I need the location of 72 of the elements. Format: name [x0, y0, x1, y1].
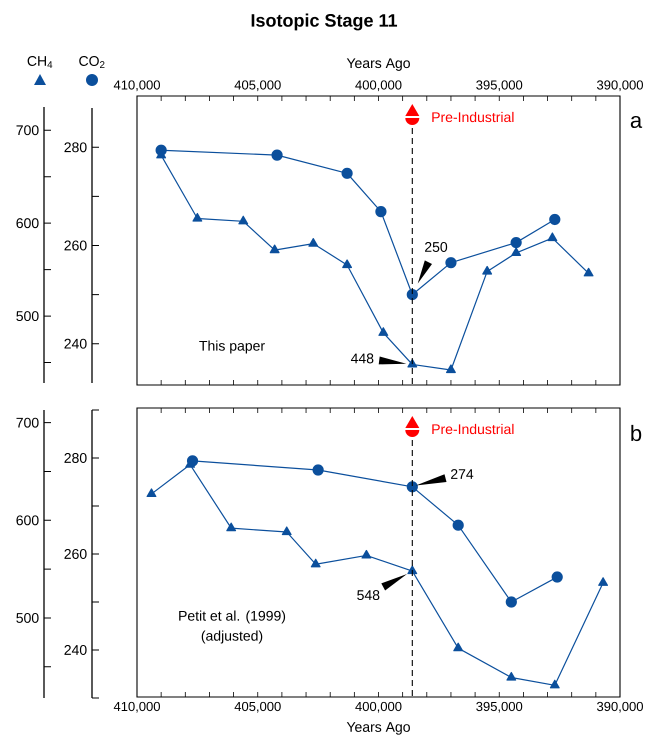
point [510, 236, 522, 248]
y2-tick-label: 240 [64, 645, 87, 655]
x-axis-title: Years Ago [346, 58, 410, 71]
point [453, 642, 464, 652]
point [506, 672, 516, 681]
point [446, 364, 456, 374]
x-tick-label: 395,000 [476, 702, 522, 713]
point [156, 144, 167, 156]
y2-tick-label: 260 [64, 549, 87, 559]
x-tick-label: 410,000 [114, 702, 160, 713]
point [550, 680, 560, 688]
point [192, 212, 202, 222]
x-tick-label: 390,000 [597, 702, 643, 713]
y-tick-label: 600 [16, 515, 39, 526]
point [598, 577, 608, 586]
point [146, 488, 156, 498]
point [361, 550, 372, 559]
x-tick-label: 405,000 [234, 80, 281, 92]
text: a [630, 116, 642, 128]
x-tick-label: 400,000 [355, 702, 402, 713]
point [270, 244, 280, 254]
y2-tick-label: 280 [64, 142, 87, 152]
point [552, 571, 563, 583]
y-axis-title: CH$_{4}$ [28, 56, 52, 68]
ref-line-label: Pre-Industrial [432, 112, 514, 122]
x-tick-label: 410,000 [114, 80, 160, 92]
annotation: 250 [425, 242, 448, 252]
annotation: 548 [357, 590, 380, 600]
y-tick-label: 500 [16, 311, 39, 322]
point [186, 455, 198, 466]
point [342, 168, 353, 179]
point [445, 257, 457, 268]
point [271, 150, 283, 161]
point [452, 520, 464, 531]
point [547, 232, 558, 242]
x-tick-label: 390,000 [597, 80, 643, 92]
point [378, 327, 388, 336]
ref-line-label: Pre-Industrial [432, 424, 514, 434]
point [308, 238, 318, 247]
point [238, 216, 248, 224]
x-tick-label: 400,000 [355, 80, 402, 92]
y-tick-label: 600 [16, 218, 39, 228]
y2-tick-label: 280 [64, 453, 87, 463]
point [312, 464, 324, 476]
point [549, 214, 560, 226]
text: b [631, 424, 642, 442]
point [375, 206, 387, 218]
x-tick-label: 405,000 [234, 702, 281, 713]
point [506, 596, 517, 608]
chart-title: Isotopic Stage 11 [252, 14, 398, 30]
y2-axis-title: CO$_{2}$ [79, 56, 104, 68]
point [226, 522, 236, 532]
y-tick-label: 700 [16, 125, 39, 136]
point [584, 268, 594, 276]
annotation: 448 [350, 353, 374, 364]
y2-tick-label: 240 [64, 338, 87, 349]
point [406, 289, 418, 300]
y2-tick-label: 260 [64, 240, 87, 250]
annotation: This paper [199, 340, 265, 354]
y-tick-label: 500 [16, 612, 39, 623]
point [310, 558, 321, 568]
annotation: (adjusted) [202, 630, 262, 644]
point [511, 247, 522, 256]
x-axis-title: Years Ago [346, 722, 410, 735]
y-tick-label: 700 [16, 418, 39, 428]
annotation: Petit et al. (1999) [179, 610, 286, 624]
point [482, 266, 492, 275]
x-tick-label: 395,000 [476, 80, 522, 92]
point [342, 259, 352, 268]
annotation: 274 [451, 469, 474, 479]
point [282, 526, 292, 536]
point [406, 481, 418, 492]
